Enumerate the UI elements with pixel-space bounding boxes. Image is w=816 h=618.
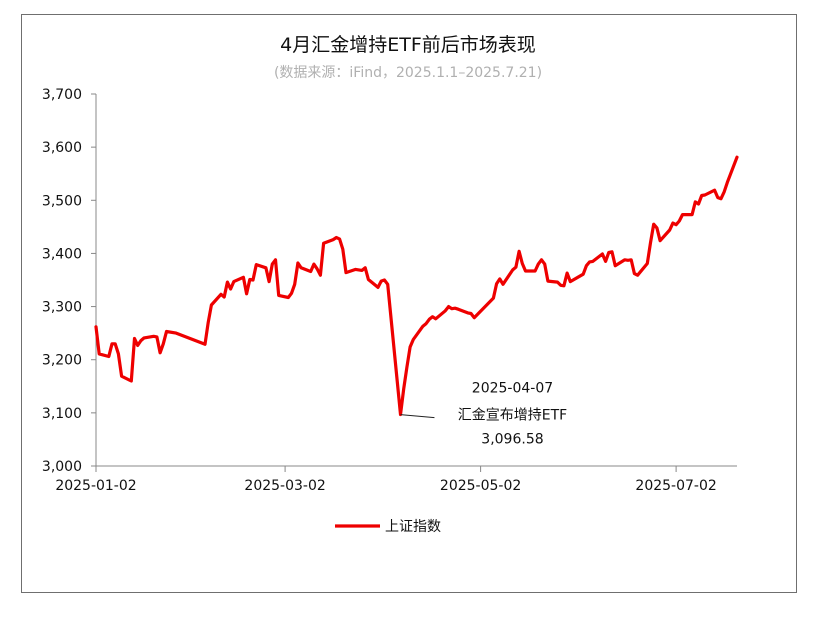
y-tick-label: 3,400 [42,246,82,262]
y-tick-label: 3,600 [42,140,82,156]
y-tick-label: 3,000 [42,459,82,475]
y-tick-label: 3,200 [42,353,82,369]
annotation-event: 汇金宣布增持ETF [458,408,567,424]
y-tick-label: 3,700 [42,87,82,103]
x-tick-label: 2025-07-02 [635,478,716,494]
y-tick-label: 3,100 [42,406,82,422]
chart-subtitle: (数据来源：iFind，2025.1.1–2025.7.21) [273,65,543,81]
chart-frame [21,14,797,593]
x-tick-label: 2025-03-02 [244,478,325,494]
chart-title: 4月汇金增持ETF前后市场表现 [280,34,536,56]
legend: 上证指数 [335,519,441,535]
legend-label: 上证指数 [385,519,441,535]
annotation: 2025-04-07 汇金宣布增持ETF 3,096.58 [400,381,567,448]
series-line-shanghai-composite [94,155,739,417]
y-tick-label: 3,300 [42,300,82,316]
series-layer [94,155,739,417]
x-tick-label: 2025-01-02 [55,478,136,494]
x-tick-label: 2025-05-02 [440,478,521,494]
annotation-leader-line [400,414,435,419]
y-tick-label: 3,500 [42,193,82,209]
annotation-date: 2025-04-07 [472,381,553,397]
annotation-value: 3,096.58 [481,432,543,448]
axes: 3,000 3,100 3,200 3,300 3,400 3,500 3,600 3,700… [42,87,737,494]
